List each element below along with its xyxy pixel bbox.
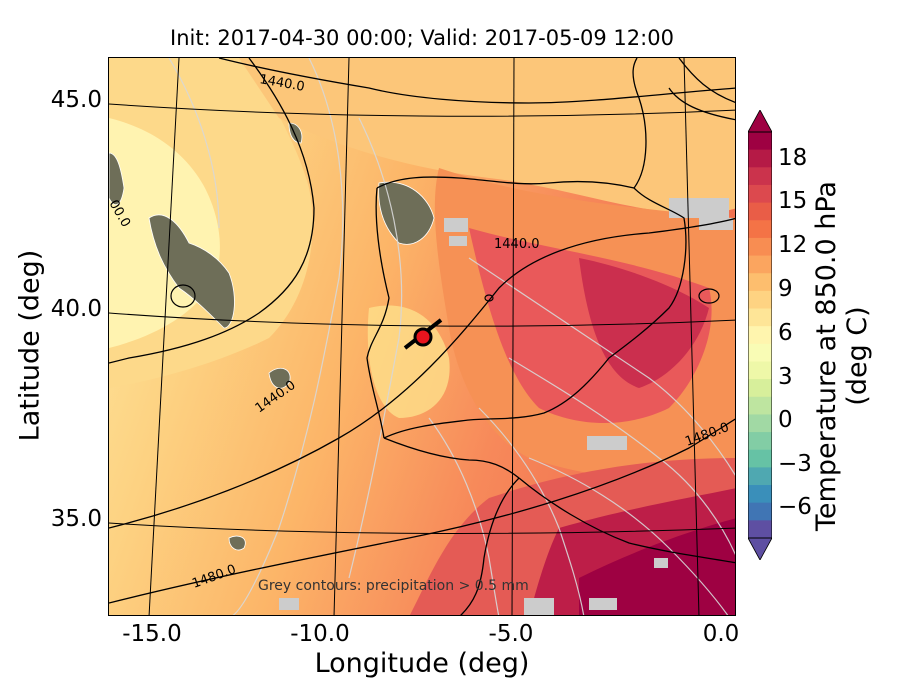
- colorbar-tick-label: 12: [778, 232, 808, 258]
- colorbar-band: [748, 414, 772, 433]
- islands: [170, 284, 720, 308]
- y-tick-label: 40.0: [50, 296, 102, 322]
- colorbar-tick-label: 9: [778, 276, 793, 302]
- colorbar-band: [748, 273, 772, 292]
- chart-title: Init: 2017-04-30 00:00; Valid: 2017-05-0…: [170, 26, 674, 50]
- precipitation-areas: [109, 122, 435, 551]
- temperature-zone-mild: [239, 58, 735, 214]
- graticule: [109, 58, 735, 615]
- colorbar-band: [748, 202, 772, 221]
- contour-label: 1440.0: [494, 237, 540, 252]
- location-marker: [403, 318, 443, 350]
- map-svg: 1440.0 1440.0 1440.0 1480.0 1480.0 00.0: [109, 58, 735, 615]
- colorbar-band: [748, 361, 772, 380]
- map-panel: 1440.0 1440.0 1440.0 1480.0 1480.0 00.0: [108, 57, 736, 616]
- height-contours: [109, 58, 735, 604]
- x-tick-label: -10.0: [290, 621, 350, 647]
- colorbar-tick-label: 18: [778, 145, 808, 171]
- colorbar-band: [748, 379, 772, 398]
- colorbar-band: [748, 467, 772, 486]
- colorbar-band: [748, 502, 772, 521]
- colorbar-tick-label: −3: [778, 451, 812, 477]
- colorbar-tick-label: −6: [778, 494, 812, 520]
- coastlines: [366, 58, 735, 615]
- precipitation-note: Grey contours: precipitation > 0.5 mm: [258, 578, 529, 594]
- colorbar-band: [748, 167, 772, 186]
- y-tick-label: 35.0: [50, 506, 102, 532]
- x-axis-label: Longitude (deg): [314, 648, 530, 679]
- colorbar-band: [748, 255, 772, 274]
- colorbar-band: [748, 132, 772, 151]
- colorbar-label: Temperature at 850.0 hPa (deg C): [811, 181, 873, 531]
- colorbar-band: [748, 149, 772, 168]
- precipitation-contours: [168, 58, 735, 615]
- colorbar-band: [748, 432, 772, 451]
- colorbar-band: [748, 220, 772, 239]
- x-tick-label: 0.0: [702, 621, 740, 647]
- colorbar-tick-label: 6: [778, 320, 793, 346]
- y-axis-label: Latitude (deg): [14, 249, 46, 442]
- colorbar-band: [748, 485, 772, 504]
- colorbar-band: [748, 396, 772, 416]
- y-tick-label: 45.0: [50, 87, 102, 113]
- colorbar-band: [748, 326, 772, 345]
- colorbar-band: [748, 449, 772, 468]
- colorbar-band: [748, 290, 772, 310]
- x-tick-label: -15.0: [122, 621, 182, 647]
- colorbar-svg: [747, 109, 773, 561]
- missing-data-patches: [279, 198, 733, 615]
- colorbar-tick-label: 0: [778, 407, 793, 433]
- colorbar-band: [748, 184, 772, 204]
- colorbar-band: [748, 520, 772, 539]
- colorbar-tick-label: 3: [778, 364, 793, 390]
- colorbar-band: [748, 237, 772, 257]
- colorbar-band: [748, 308, 772, 327]
- colorbar: [747, 109, 773, 561]
- colorbar-band: [748, 343, 772, 363]
- colorbar-tick-label: 15: [778, 188, 808, 214]
- x-tick-label: -5.0: [488, 621, 534, 647]
